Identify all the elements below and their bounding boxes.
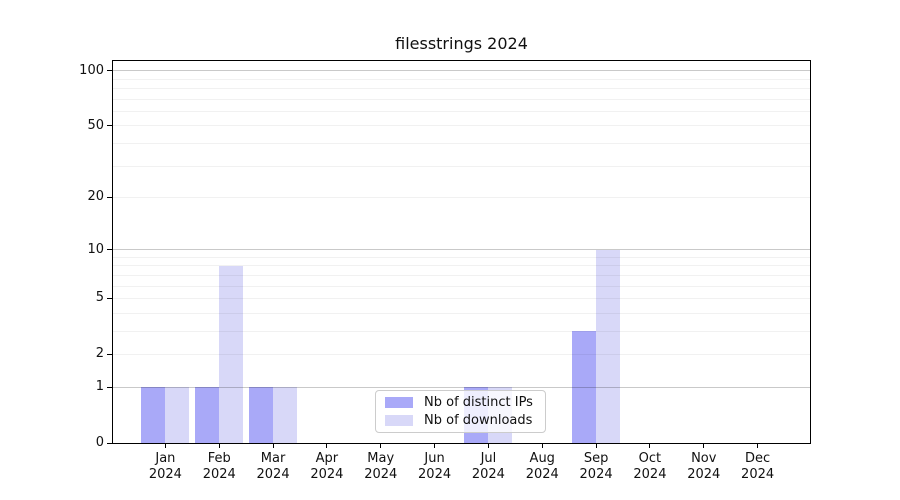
x-tick-label-apr: Apr 2024 — [310, 451, 344, 482]
y-tick-100 — [107, 70, 112, 72]
y-tick-1 — [107, 386, 112, 388]
gridline-y-30 — [113, 165, 810, 167]
y-tick-2 — [107, 353, 112, 355]
gridline-y-3 — [113, 330, 810, 332]
gridline-y-100 — [113, 70, 810, 72]
x-tick-label-mar: Mar 2024 — [256, 451, 290, 482]
x-tick-apr — [326, 444, 328, 448]
gridline-y-20 — [113, 196, 810, 198]
y-tick-5 — [107, 297, 112, 299]
x-tick-jan — [164, 444, 166, 448]
bar-mar-downloads — [273, 387, 298, 443]
x-tick-oct — [649, 444, 651, 448]
x-tick-sep — [595, 444, 597, 448]
x-tick-may — [380, 444, 382, 448]
x-tick-label-dec: Dec 2024 — [741, 451, 775, 482]
gridline-y-2 — [113, 353, 810, 355]
y-tick-label-0: 0 — [95, 435, 104, 450]
legend-row-downloads: Nb of downloads — [385, 413, 537, 428]
y-tick-50 — [107, 125, 112, 127]
x-tick-aug — [541, 444, 543, 448]
gridline-y-10 — [113, 249, 810, 251]
gridline-y-40 — [113, 142, 810, 144]
y-tick-0 — [107, 442, 112, 444]
x-tick-jul — [487, 444, 489, 448]
gridline-y-8 — [113, 265, 810, 267]
legend-row-distinct-ips: Nb of distinct IPs — [385, 395, 537, 410]
gridline-y-80 — [113, 88, 810, 90]
y-tick-label-100: 100 — [79, 62, 104, 78]
bar-jan-downloads — [165, 387, 190, 443]
x-tick-label-may: May 2024 — [364, 451, 398, 482]
x-tick-label-feb: Feb 2024 — [202, 451, 236, 482]
x-tick-label-aug: Aug 2024 — [525, 451, 559, 482]
bar-mar-distinct-ips — [249, 387, 274, 443]
bar-jan-distinct-ips — [141, 387, 166, 443]
gridline-y-4 — [113, 312, 810, 314]
gridline-y-6 — [113, 285, 810, 287]
y-tick-label-5: 5 — [95, 290, 104, 306]
x-tick-dec — [757, 444, 759, 448]
legend: Nb of distinct IPs Nb of downloads — [375, 390, 546, 433]
gridline-y-70 — [113, 98, 810, 100]
x-tick-label-jan: Jan 2024 — [148, 451, 182, 482]
legend-swatch-distinct-ips — [385, 397, 413, 408]
legend-swatch-downloads — [385, 415, 413, 426]
bar-sep-downloads — [596, 249, 621, 443]
y-tick-20 — [107, 196, 112, 198]
gridline-y-5 — [113, 298, 810, 299]
y-tick-10 — [107, 249, 112, 251]
y-tick-label-50: 50 — [87, 117, 104, 133]
bar-feb-downloads — [219, 265, 244, 443]
gridline-y-90 — [113, 78, 810, 80]
x-tick-label-nov: Nov 2024 — [687, 451, 721, 482]
legend-label-downloads: Nb of downloads — [424, 413, 533, 428]
bar-feb-distinct-ips — [195, 387, 220, 443]
x-tick-jun — [434, 444, 436, 448]
plot-area — [112, 60, 811, 444]
x-tick-nov — [703, 444, 705, 448]
bar-sep-distinct-ips — [572, 331, 597, 443]
gridline-y-9 — [113, 256, 810, 258]
x-tick-feb — [218, 444, 220, 448]
x-tick-label-sep: Sep 2024 — [579, 451, 613, 482]
gridline-y-7 — [113, 274, 810, 276]
x-tick-label-oct: Oct 2024 — [633, 451, 667, 482]
x-tick-label-jun: Jun 2024 — [418, 451, 452, 482]
y-tick-label-10: 10 — [87, 241, 104, 257]
chart-title: filesstrings 2024 — [395, 34, 528, 53]
x-tick-label-jul: Jul 2024 — [471, 451, 505, 482]
y-tick-label-20: 20 — [87, 189, 104, 205]
x-tick-mar — [272, 444, 274, 448]
y-tick-label-2: 2 — [95, 346, 104, 362]
gridline-y-50 — [113, 125, 810, 127]
legend-label-distinct-ips: Nb of distinct IPs — [424, 395, 533, 410]
y-tick-label-1: 1 — [95, 379, 104, 395]
gridline-y-60 — [113, 110, 810, 112]
